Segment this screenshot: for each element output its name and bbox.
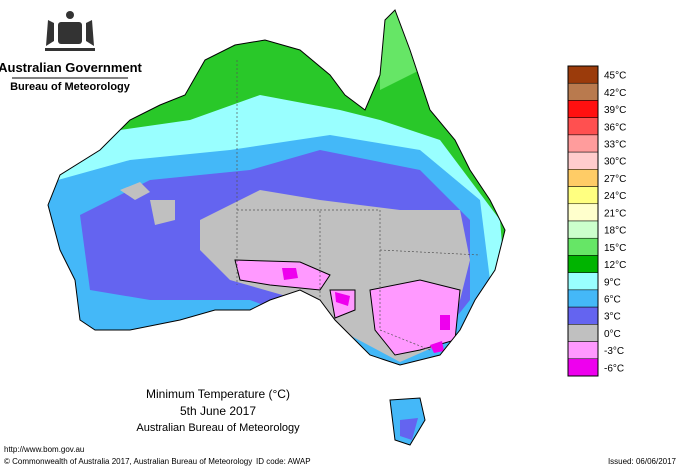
government-name: Australian Government: [0, 60, 143, 75]
legend-label: -6°C: [604, 363, 624, 374]
legend-label: 18°C: [604, 226, 626, 237]
legend: 45°C 42°C 39°C 36°C 33°C 30°C 27°C 24°C 21°C 18°C…: [567, 65, 626, 377]
legend-label: 3°C: [604, 312, 621, 323]
legend-swatch: [567, 306, 599, 325]
map-title: Minimum Temperature (°C): [146, 387, 290, 401]
map-source: Australian Bureau of Meteorology: [136, 422, 300, 434]
legend-label: 21°C: [604, 208, 626, 219]
coat-of-arms: [45, 11, 95, 51]
state-borders: [236, 60, 481, 351]
legend-swatch: [567, 220, 599, 239]
legend-label: 15°C: [604, 243, 626, 254]
legend-label: 42°C: [604, 88, 626, 99]
coastline: [47, 9, 506, 446]
legend-label: 45°C: [604, 71, 626, 82]
legend-label: 0°C: [604, 329, 621, 340]
legend-swatch: [567, 324, 599, 342]
legend-swatch: [567, 341, 599, 360]
legend-swatch: [567, 169, 599, 187]
legend-swatch: [567, 255, 599, 273]
legend-swatch: [567, 65, 599, 84]
issued: Issued: 06/06/2017: [608, 457, 677, 466]
legend-swatch: [567, 82, 599, 101]
map-date: 5th June 2017: [180, 404, 256, 418]
copyright: © Commonwealth of Australia 2017, Austra…: [4, 457, 252, 466]
legend-label: 39°C: [604, 105, 626, 116]
legend-label: 24°C: [604, 191, 626, 202]
legend-swatch: [567, 203, 599, 222]
legend-swatch: [567, 289, 599, 308]
legend-frame: [567, 65, 599, 377]
legend-swatch: [567, 134, 599, 153]
agency-name: Bureau of Meteorology: [10, 81, 131, 93]
legend-label: 30°C: [604, 157, 626, 168]
legend-swatch: [567, 237, 599, 256]
legend-label: -3°C: [604, 346, 624, 357]
legend-swatch: [567, 117, 599, 136]
legend-label: 6°C: [604, 295, 621, 306]
legend-label: 36°C: [604, 122, 626, 133]
id-code: ID code: AWAP: [256, 457, 311, 466]
legend-label: 9°C: [604, 277, 621, 288]
legend-label: 12°C: [604, 260, 626, 271]
legend-swatch: [567, 100, 599, 118]
url: http://www.bom.gov.au: [4, 445, 84, 454]
legend-swatch: [567, 186, 599, 205]
legend-swatch: [567, 272, 599, 291]
legend-label: 33°C: [604, 140, 626, 151]
legend-label: 27°C: [604, 174, 626, 185]
legend-swatch: [567, 151, 599, 170]
legend-swatch: [567, 358, 599, 377]
